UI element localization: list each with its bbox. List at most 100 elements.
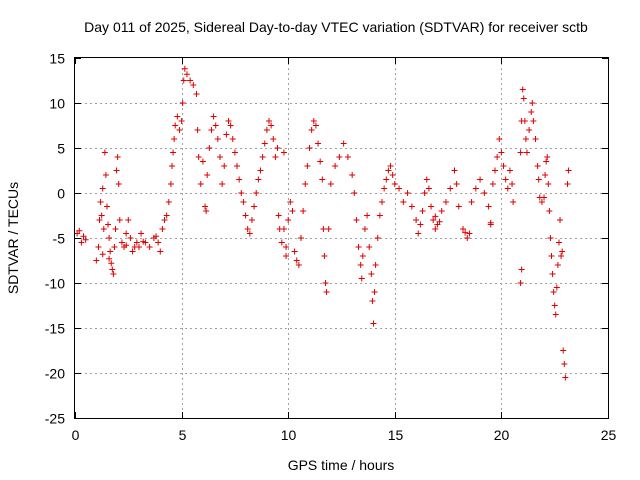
data-point [408, 203, 415, 210]
data-point [332, 163, 339, 169]
data-point [102, 172, 109, 178]
y-tick-label: 5 [57, 141, 65, 157]
data-point [116, 217, 123, 223]
data-point [285, 217, 292, 223]
data-point [498, 149, 505, 156]
data-point [549, 271, 556, 277]
data-point [425, 185, 432, 192]
data-point [321, 253, 328, 259]
data-point [344, 154, 351, 160]
data-point [110, 271, 117, 277]
data-point [287, 199, 294, 205]
data-point [323, 289, 330, 295]
data-point [387, 163, 394, 169]
data-point [453, 181, 460, 187]
data-point [468, 199, 475, 205]
data-point [543, 158, 550, 165]
data-point [283, 253, 290, 259]
data-point [389, 172, 396, 178]
data-point [234, 163, 241, 169]
data-point [99, 185, 106, 192]
data-point [214, 136, 221, 142]
data-point [472, 185, 479, 192]
data-point [165, 199, 172, 205]
data-point [304, 163, 311, 169]
data-point [169, 163, 176, 169]
data-point [183, 71, 190, 78]
data-point [135, 244, 142, 250]
data-point [310, 118, 317, 124]
x-tick-label: 0 [72, 427, 80, 443]
data-point [118, 239, 125, 246]
data-point [327, 181, 334, 187]
data-point [255, 176, 262, 183]
data-point [481, 190, 488, 196]
data-point [138, 230, 145, 237]
data-point [82, 236, 89, 243]
data-point [278, 239, 285, 246]
data-point [368, 271, 375, 277]
data-point [159, 226, 166, 232]
data-point [438, 208, 445, 214]
data-point [107, 248, 114, 255]
data-point [553, 284, 560, 291]
data-point [541, 194, 548, 201]
data-point [404, 190, 411, 196]
data-point [212, 122, 219, 129]
data-point [369, 298, 376, 304]
data-point [546, 208, 553, 214]
data-point [464, 235, 471, 241]
data-point [190, 82, 197, 88]
data-point [170, 149, 177, 156]
data-point [289, 208, 296, 214]
data-point [466, 230, 473, 237]
data-point [509, 181, 516, 187]
data-point [176, 127, 183, 133]
data-point [381, 185, 388, 192]
data-point [355, 244, 362, 250]
data-point [161, 217, 168, 223]
data-point [552, 311, 559, 318]
data-point [396, 185, 403, 192]
data-point [436, 218, 443, 225]
data-point [547, 235, 554, 241]
data-point [193, 91, 200, 97]
data-point [194, 127, 201, 133]
y-tick-labels: -25 -20 -15 -10 -5 0 5 10 15 [45, 51, 65, 427]
data-point [113, 167, 120, 174]
data-point [430, 217, 437, 223]
data-point [153, 233, 160, 240]
data-point [236, 176, 243, 183]
data-point [391, 181, 398, 187]
data-point [238, 190, 245, 196]
data-point [428, 203, 435, 210]
data-point [129, 248, 136, 255]
data-point [172, 122, 179, 129]
data-point [477, 176, 484, 183]
data-point [108, 260, 115, 267]
data-point [551, 302, 558, 309]
data-point [442, 199, 449, 205]
data-point [555, 239, 562, 246]
data-point [520, 95, 527, 102]
data-point [179, 100, 186, 106]
data-point [253, 190, 260, 196]
data-point [558, 253, 565, 259]
data-point [535, 176, 542, 183]
data-point [528, 109, 535, 115]
data-point [111, 244, 118, 250]
data-point [270, 136, 277, 142]
data-point [105, 221, 112, 228]
data-point [248, 217, 255, 223]
data-point [221, 163, 228, 169]
data-point [325, 226, 332, 232]
data-point [297, 235, 304, 241]
data-point [518, 266, 525, 273]
data-point [312, 122, 319, 129]
data-point [115, 181, 122, 187]
data-point [123, 242, 130, 249]
data-point [101, 149, 108, 156]
data-point [455, 203, 462, 210]
data-point [199, 158, 206, 165]
